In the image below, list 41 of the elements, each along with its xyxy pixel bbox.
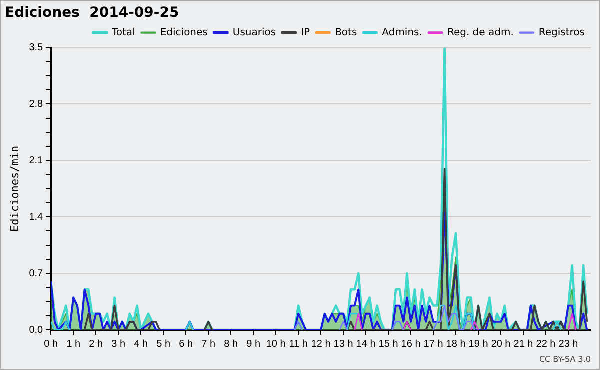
x-tick-label: 9 h bbox=[246, 338, 261, 350]
x-tick-label: 6 h bbox=[179, 338, 194, 350]
x-tick-label: 2 h bbox=[89, 338, 104, 350]
legend-label: Registros bbox=[538, 27, 586, 38]
y-tick-label: 2.8 bbox=[29, 98, 44, 110]
x-tick-label: 1 h bbox=[66, 338, 81, 350]
x-tick-label: 10 h bbox=[266, 338, 286, 350]
legend-label: Bots bbox=[335, 27, 358, 38]
legend-label: IP bbox=[301, 27, 310, 38]
y-tick-label: 2.1 bbox=[29, 155, 44, 166]
x-tick-label: 23 h bbox=[558, 338, 578, 350]
x-tick-label: 17 h bbox=[424, 338, 444, 350]
x-tick-label: 12 h bbox=[311, 338, 331, 350]
y-tick-label: 0.0 bbox=[29, 324, 44, 336]
x-tick-label: 22 h bbox=[536, 338, 556, 350]
chart-title: Ediciones 2014-09-25 bbox=[5, 5, 180, 22]
x-tick-label: 4 h bbox=[134, 338, 148, 350]
legend-label: Admins. bbox=[382, 27, 422, 38]
x-tick-label: 16 h bbox=[401, 338, 421, 350]
legend-label: Ediciones bbox=[160, 27, 208, 38]
y-tick-label: 3.5 bbox=[29, 42, 44, 54]
x-tick-label: 14 h bbox=[356, 338, 376, 350]
legend-label: Reg. de adm. bbox=[447, 27, 514, 38]
x-tick-label: 3 h bbox=[112, 338, 126, 350]
x-tick-label: 20 h bbox=[491, 338, 511, 350]
y-tick-label: 1.4 bbox=[29, 212, 44, 223]
x-tick-label: 8 h bbox=[224, 338, 238, 350]
text: CC BY-SA 3.0 bbox=[539, 355, 591, 364]
y-axis-title: Ediciones/min bbox=[8, 146, 22, 232]
x-tick-label: 15 h bbox=[378, 338, 398, 350]
x-tick-label: 18 h bbox=[446, 338, 466, 350]
x-tick-label: 7 h bbox=[202, 338, 216, 350]
legend-label: Usuarios bbox=[232, 27, 276, 38]
x-tick-label: 19 h bbox=[468, 338, 488, 350]
y-tick-label: 0.7 bbox=[29, 268, 44, 280]
x-tick-label: 13 h bbox=[334, 338, 354, 350]
legend-label: Total bbox=[110, 27, 136, 38]
x-tick-label: 0 h bbox=[44, 338, 58, 350]
x-tick-label: 11 h bbox=[289, 338, 308, 350]
x-tick-label: 5 h bbox=[156, 338, 171, 350]
x-tick-label: 21 h bbox=[514, 338, 534, 350]
